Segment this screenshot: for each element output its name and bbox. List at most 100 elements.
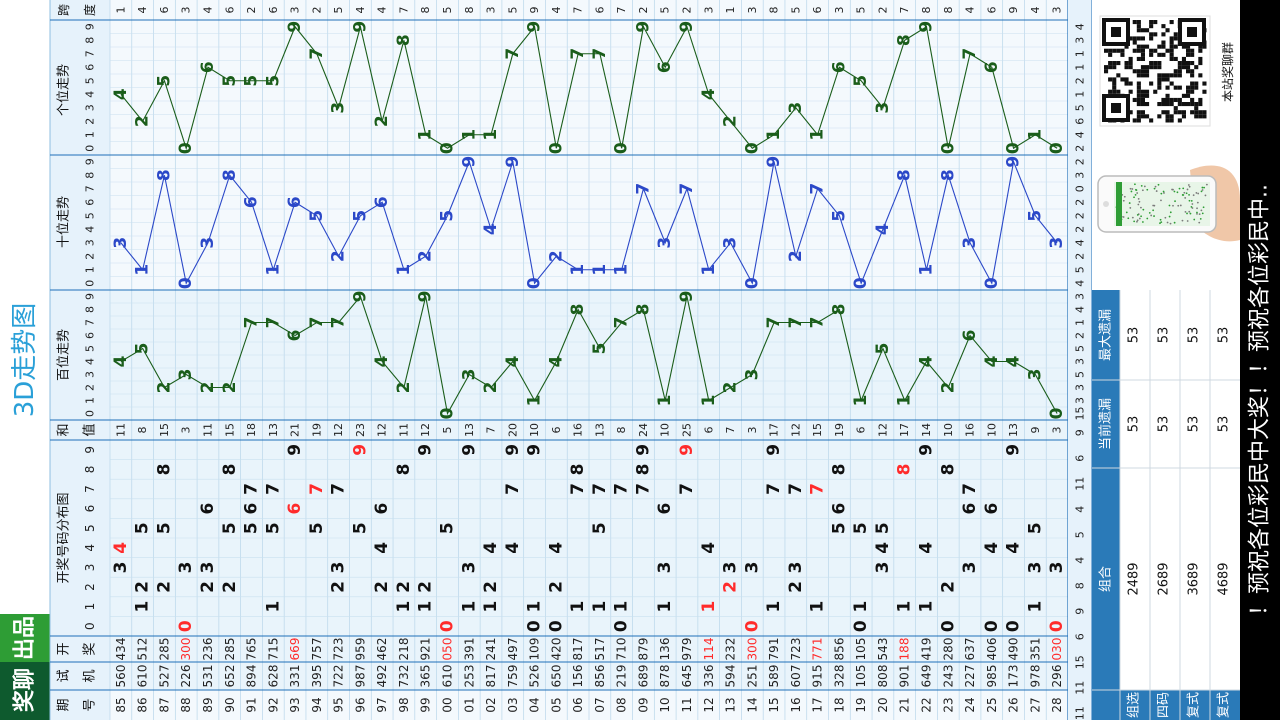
trend-point: 7: [612, 317, 632, 329]
period-cell: 97: [375, 697, 389, 712]
machine-cell: 173: [1007, 665, 1021, 688]
draw-cell: 236: [201, 638, 215, 661]
dist-digit: 4: [546, 542, 566, 554]
dist-digit: 2: [394, 581, 414, 593]
dist-digit: 5: [263, 522, 283, 534]
svg-text:机: 机: [83, 669, 98, 682]
tens-title: 十位走势: [56, 196, 72, 248]
trend-point: 6: [372, 196, 392, 208]
hundreds-title: 百位走势: [56, 329, 72, 381]
sum-cell: 21: [289, 423, 302, 437]
span-cell: 5: [659, 7, 672, 14]
stats-combo: 2689: [1157, 562, 1172, 595]
trend-point: 2: [198, 382, 218, 394]
trend-point: 6: [242, 196, 262, 208]
trend-point: 6: [960, 330, 980, 342]
machine-cell: 759: [506, 665, 520, 688]
machine-cell: 336: [702, 665, 716, 688]
draw-cell: 351: [1028, 638, 1042, 661]
trend-point: 5: [154, 75, 174, 87]
stats-header-current: 当前遗漏: [1098, 398, 1114, 450]
dist-digit: 0: [437, 620, 457, 632]
trend-point: 5: [133, 343, 153, 355]
dist-digit: 2: [329, 581, 349, 593]
trend-point: 0: [938, 142, 958, 154]
stats-current: 53: [1217, 416, 1232, 433]
trend-point: 4: [916, 355, 936, 367]
dist-digit: 7: [612, 483, 632, 495]
omission-value: 4: [1074, 506, 1087, 513]
sum-cell: 13: [1007, 423, 1020, 437]
machine-cell: 987: [353, 665, 367, 688]
machine-cell: 492: [375, 665, 389, 688]
svg-text:0: 0: [84, 410, 97, 417]
span-cell: 9: [528, 7, 541, 14]
trend-point: 9: [416, 291, 436, 303]
period-cell: 03: [506, 697, 520, 712]
omission-value: 4: [1074, 557, 1087, 564]
dist-digit: 3: [329, 561, 349, 573]
draw-cell: 497: [506, 638, 520, 661]
machine-cell: 722: [332, 665, 346, 688]
machine-cell: 645: [680, 665, 694, 688]
trend-point: 6: [829, 61, 849, 73]
trend-point: 2: [372, 115, 392, 127]
trend-point: 6: [198, 61, 218, 73]
dist-digit: 1: [525, 601, 545, 613]
dist-digit: 6: [982, 503, 1002, 515]
qr-code-icon[interactable]: [1099, 15, 1211, 127]
period-cell: 14: [745, 697, 759, 712]
period-cell: 00: [440, 697, 454, 712]
sum-cell: 11: [397, 423, 410, 437]
dist-digit: 1: [655, 601, 675, 613]
dist-title: 开奖号码分布图: [57, 492, 72, 583]
sum-cell: 10: [942, 423, 955, 437]
dist-digit: 2: [372, 581, 392, 593]
dist-digit: 1: [699, 601, 719, 613]
dist-digit: 5: [220, 522, 240, 534]
trend-point: 5: [851, 75, 871, 87]
svg-text:度: 度: [82, 4, 97, 16]
dist-digit: 5: [350, 522, 370, 534]
dist-digit: 9: [459, 444, 479, 456]
span-cell: 1: [114, 7, 127, 14]
machine-cell: 808: [876, 665, 890, 688]
svg-text:9: 9: [83, 446, 97, 454]
dist-digit: 2: [133, 581, 153, 593]
svg-text:8: 8: [84, 172, 97, 179]
machine-cell: 894: [245, 665, 259, 688]
svg-text:9: 9: [84, 23, 97, 30]
machine-cell: 560: [114, 665, 128, 688]
sum-cell: 7: [485, 427, 498, 434]
dist-digit: 4: [372, 542, 392, 554]
stats-type: 四码: [1157, 692, 1172, 718]
machine-cell: 650: [549, 665, 563, 688]
omission-value: 1: [1074, 319, 1087, 326]
machine-cell: 649: [919, 665, 933, 688]
dist-digit: 2: [786, 581, 806, 593]
omission-value: 9: [1074, 429, 1087, 436]
dist-digit: 3: [198, 561, 218, 573]
svg-text:1: 1: [84, 131, 97, 138]
trend-point: 2: [154, 382, 174, 394]
period-cell: 09: [636, 697, 650, 712]
trend-point: 9: [764, 156, 784, 168]
trend-point: 4: [111, 88, 131, 100]
draw-cell: 856: [832, 638, 846, 661]
trend-point: 9: [503, 156, 523, 168]
svg-text:跨: 跨: [57, 4, 71, 16]
dist-digit: 7: [503, 483, 523, 495]
svg-text:8: 8: [83, 466, 97, 474]
trend-point: 1: [590, 264, 610, 276]
dist-digit: 0: [1004, 620, 1024, 632]
period-cell: 13: [724, 697, 738, 712]
sum-cell: 19: [310, 423, 323, 437]
draw-cell: 723: [332, 638, 346, 661]
dist-digit: 6: [655, 503, 675, 515]
dist-digit: 1: [416, 601, 436, 613]
dist-digit: 8: [154, 463, 174, 475]
period-cell: 07: [593, 697, 607, 712]
period-cell: 02: [484, 697, 498, 712]
span-cell: 7: [615, 7, 628, 14]
dist-digit: 9: [764, 444, 784, 456]
